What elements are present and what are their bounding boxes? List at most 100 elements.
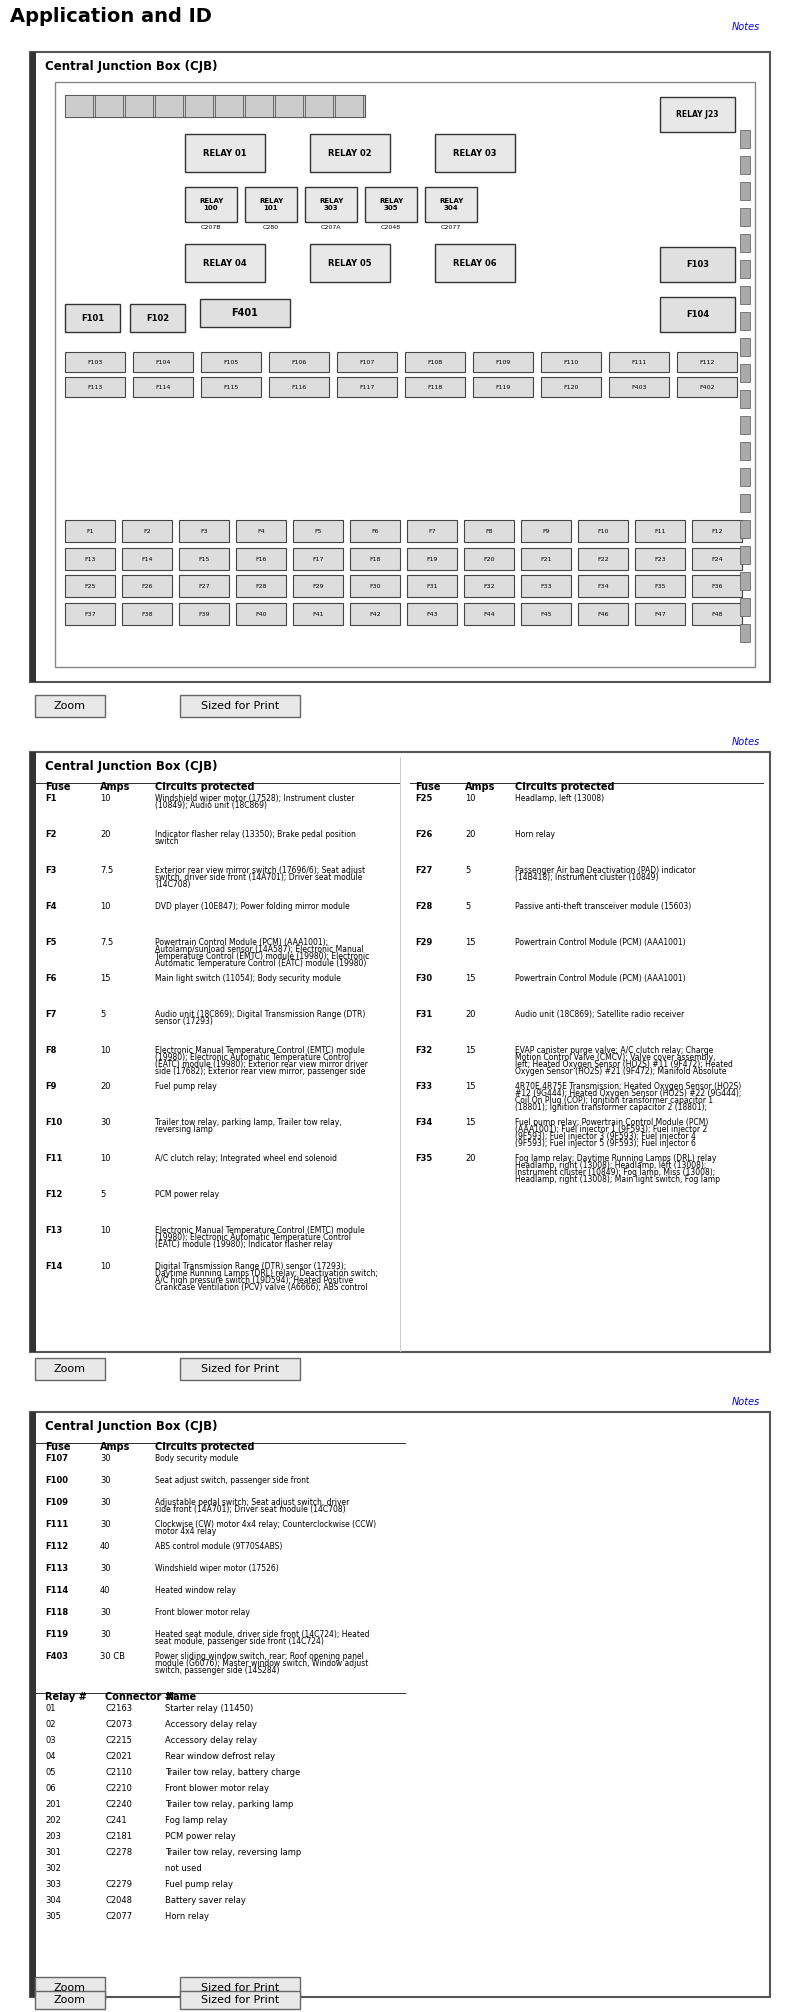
Text: side (17682); Exterior rear view mirror, passenger side: side (17682); Exterior rear view mirror,… — [155, 1066, 366, 1076]
Text: Connector #: Connector # — [105, 1692, 173, 1702]
Text: 03: 03 — [45, 1736, 56, 1744]
Text: Audio unit (18C869); Digital Transmission Range (DTR): Audio unit (18C869); Digital Transmissio… — [155, 1010, 366, 1018]
Bar — [275, 95, 303, 117]
Text: 4R70E,4R75E Transmission; Heated Oxygen Sensor (HO2S): 4R70E,4R75E Transmission; Heated Oxygen … — [515, 1082, 742, 1091]
Bar — [740, 312, 750, 330]
Text: Circuits protected: Circuits protected — [155, 783, 254, 793]
Bar — [635, 547, 685, 569]
Bar — [740, 469, 750, 487]
Bar — [407, 547, 457, 569]
Text: C2048: C2048 — [381, 225, 401, 229]
Text: C2021: C2021 — [105, 1752, 132, 1760]
Bar — [293, 575, 343, 598]
Bar — [122, 519, 172, 541]
Bar — [293, 519, 343, 541]
Text: C280: C280 — [263, 225, 279, 229]
Text: Relay #: Relay # — [45, 1692, 86, 1702]
Bar — [236, 604, 286, 626]
Text: F13: F13 — [45, 1225, 62, 1235]
Text: Windshield wiper motor (17528); Instrument cluster: Windshield wiper motor (17528); Instrume… — [155, 795, 354, 803]
Text: C241: C241 — [105, 1817, 126, 1825]
Text: F108: F108 — [427, 360, 442, 364]
Text: F27: F27 — [415, 865, 432, 875]
Bar — [310, 135, 390, 171]
Text: Powertrain Control Module (PCM) (AAA1001): Powertrain Control Module (PCM) (AAA1001… — [515, 938, 686, 948]
Text: F110: F110 — [563, 360, 578, 364]
Bar — [245, 187, 297, 221]
Text: C2210: C2210 — [105, 1785, 132, 1793]
Text: RELAY
100: RELAY 100 — [199, 197, 223, 211]
Bar — [692, 604, 742, 626]
Text: 30: 30 — [100, 1519, 110, 1529]
Text: 304: 304 — [45, 1895, 61, 1905]
Text: F35: F35 — [654, 583, 666, 588]
Text: 30: 30 — [100, 1563, 110, 1573]
Text: switch: switch — [155, 837, 180, 845]
Text: Horn relay: Horn relay — [165, 1911, 209, 1921]
Text: C2278: C2278 — [105, 1847, 132, 1857]
Text: Trailer tow relay, reversing lamp: Trailer tow relay, reversing lamp — [165, 1847, 302, 1857]
Text: F107: F107 — [45, 1455, 68, 1463]
Text: Motion Control Valve (CMCV); Valve cover assembly,: Motion Control Valve (CMCV); Valve cover… — [515, 1052, 715, 1062]
Text: C2181: C2181 — [105, 1833, 132, 1841]
Bar — [521, 575, 571, 598]
Text: F111: F111 — [631, 360, 646, 364]
Text: Instrument cluster (10849); Fog lamp, Miss (13008);: Instrument cluster (10849); Fog lamp, Mi… — [515, 1169, 715, 1177]
Text: 20: 20 — [465, 831, 475, 839]
Text: Fuel pump relay; Powertrain Control Module (PCM): Fuel pump relay; Powertrain Control Modu… — [515, 1119, 708, 1127]
Text: C2240: C2240 — [105, 1801, 132, 1809]
Bar — [122, 575, 172, 598]
Bar — [407, 519, 457, 541]
Text: Sized for Print: Sized for Print — [201, 1984, 279, 1994]
Text: module (G6076); Master window switch, Window adjust: module (G6076); Master window switch, Wi… — [155, 1660, 368, 1668]
Bar — [740, 338, 750, 356]
Bar — [236, 519, 286, 541]
Bar — [236, 575, 286, 598]
Bar — [155, 95, 183, 117]
Text: Headlamp, left (13008): Headlamp, left (13008) — [515, 795, 604, 803]
Text: F6: F6 — [45, 974, 57, 984]
Text: Front blower motor relay: Front blower motor relay — [165, 1785, 269, 1793]
Bar — [740, 416, 750, 435]
Text: F25: F25 — [84, 583, 96, 588]
Text: RELAY 06: RELAY 06 — [453, 258, 497, 268]
Text: F111: F111 — [45, 1519, 68, 1529]
Bar — [660, 97, 735, 133]
Text: F116: F116 — [291, 384, 306, 390]
Text: #12 (9G444); Heated Oxygen Sensor (HO2S) #22 (9G444);: #12 (9G444); Heated Oxygen Sensor (HO2S)… — [515, 1088, 742, 1099]
Text: Fuel pump relay: Fuel pump relay — [165, 1879, 233, 1889]
Bar — [180, 1358, 300, 1380]
Bar — [350, 519, 400, 541]
Text: F9: F9 — [45, 1082, 56, 1091]
Bar — [201, 352, 261, 372]
Bar — [407, 575, 457, 598]
Text: RELAY 04: RELAY 04 — [203, 258, 247, 268]
Text: Circuits protected: Circuits protected — [155, 1443, 254, 1453]
Text: F35: F35 — [415, 1155, 432, 1163]
Bar — [400, 757, 401, 1352]
Text: Amps: Amps — [100, 783, 130, 793]
Text: Powertrain Control Module (PCM) (AAA1001): Powertrain Control Module (PCM) (AAA1001… — [515, 974, 686, 984]
Bar — [305, 187, 357, 221]
Bar — [35, 1358, 105, 1380]
Text: Starter relay (11450): Starter relay (11450) — [165, 1704, 254, 1712]
Bar — [464, 519, 514, 541]
Text: 30: 30 — [100, 1608, 110, 1618]
Text: RELAY
303: RELAY 303 — [319, 197, 343, 211]
Text: Automatic Temperature Control (EATC) module (19980): Automatic Temperature Control (EATC) mod… — [155, 960, 366, 968]
Text: F44: F44 — [483, 612, 495, 616]
Bar — [179, 519, 229, 541]
Text: RELAY J23: RELAY J23 — [676, 111, 718, 119]
Text: 7.5: 7.5 — [100, 865, 114, 875]
Text: Main light switch (11054); Body security module: Main light switch (11054); Body security… — [155, 974, 341, 984]
Text: 05: 05 — [45, 1769, 55, 1777]
Text: F14: F14 — [142, 557, 153, 561]
Text: F26: F26 — [142, 583, 153, 588]
Bar — [200, 300, 290, 328]
Text: F112: F112 — [699, 360, 714, 364]
Text: F401: F401 — [231, 308, 258, 318]
Bar — [740, 260, 750, 278]
Bar — [236, 547, 286, 569]
Text: F112: F112 — [45, 1541, 68, 1551]
Text: F118: F118 — [427, 384, 442, 390]
